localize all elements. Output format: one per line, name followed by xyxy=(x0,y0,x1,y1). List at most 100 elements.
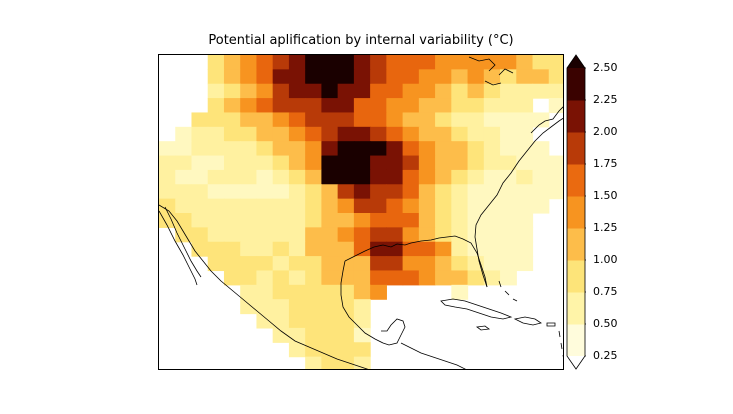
grid-cell xyxy=(532,69,550,85)
grid-cell xyxy=(256,256,274,272)
grid-cell xyxy=(516,213,534,228)
grid-cell xyxy=(321,83,339,99)
jamaica xyxy=(475,325,491,331)
grid-cell xyxy=(256,241,274,257)
grid-cell xyxy=(191,112,209,128)
grid-cell xyxy=(321,256,339,272)
grid-cell xyxy=(353,313,371,329)
grid-cell xyxy=(467,141,485,157)
grid-cell xyxy=(435,55,452,70)
grid-cell xyxy=(402,169,420,185)
grid-cell xyxy=(451,284,469,300)
grid-cell xyxy=(386,256,404,272)
grid-cell xyxy=(418,83,436,99)
grid-cell xyxy=(467,270,485,286)
grid-cell xyxy=(451,270,469,286)
grid-cell xyxy=(532,198,550,214)
grid-cell xyxy=(223,241,241,257)
grid-cell xyxy=(370,141,387,157)
grid-cell xyxy=(467,69,485,85)
grid-cell xyxy=(483,112,501,128)
grid-cell xyxy=(402,155,420,171)
grid-cell xyxy=(175,141,193,157)
cuba xyxy=(440,298,513,320)
grid-cell xyxy=(386,227,404,243)
grid-cell xyxy=(321,327,339,343)
grid-cell xyxy=(386,141,404,157)
grid-cell xyxy=(467,227,485,243)
grid-cell xyxy=(467,83,485,99)
grid-cell xyxy=(175,155,193,171)
grid-cell xyxy=(256,213,274,228)
grid-cell xyxy=(305,227,322,243)
grid-cell xyxy=(500,169,517,185)
grid-cell xyxy=(548,83,563,99)
grid-cell xyxy=(240,270,258,286)
grid-cell xyxy=(321,342,339,358)
grid-cell xyxy=(370,184,387,200)
grid-cell xyxy=(370,69,387,85)
grid-cell xyxy=(548,98,563,114)
grid-cell xyxy=(288,213,306,228)
grid-cell xyxy=(175,184,193,200)
colorbar-segment xyxy=(567,68,585,101)
colorbar-segment xyxy=(567,132,585,165)
colorbar-tick-label: 2.00 xyxy=(593,125,618,138)
grid-cell xyxy=(223,256,241,272)
grid-cell xyxy=(272,169,290,185)
grid-cell xyxy=(370,169,387,185)
grid-cell xyxy=(402,270,420,286)
grid-cell xyxy=(467,112,485,128)
grid-cell xyxy=(418,55,436,70)
grid-cell xyxy=(483,169,501,185)
grid-cell xyxy=(386,241,404,257)
grid-cell xyxy=(386,98,404,114)
grid-cell xyxy=(207,198,225,214)
anomaly-map xyxy=(159,55,563,369)
grid-cell xyxy=(451,184,469,200)
grid-cell xyxy=(418,169,436,185)
colorbar-tick-label: 1.50 xyxy=(593,189,618,202)
grid-cell xyxy=(500,141,517,157)
grid-cell xyxy=(305,198,322,214)
grid-cell xyxy=(207,184,225,200)
grid-cell xyxy=(370,83,387,99)
grid-cell xyxy=(256,184,274,200)
grid-cell xyxy=(321,270,339,286)
central-america-coast xyxy=(400,342,466,369)
grid-cell xyxy=(451,198,469,214)
grid-cell xyxy=(483,98,501,114)
grid-cell xyxy=(467,126,485,142)
grid-cell xyxy=(435,270,452,286)
bahamas xyxy=(498,280,518,302)
grid-cell xyxy=(500,112,517,128)
grid-cell xyxy=(435,126,452,142)
colorbar-segment xyxy=(567,164,585,197)
grid-cell xyxy=(451,155,469,171)
grid-cell xyxy=(500,241,517,257)
grid-cell xyxy=(223,98,241,114)
grid-cell xyxy=(370,198,387,214)
grid-cell xyxy=(353,342,371,358)
grid-cell xyxy=(418,227,436,243)
grid-cell xyxy=(418,98,436,114)
grid-cell xyxy=(402,126,420,142)
grid-cell xyxy=(500,155,517,171)
grid-cell xyxy=(272,112,290,128)
grid-cell xyxy=(418,270,436,286)
grid-cell xyxy=(207,256,225,272)
grid-cell xyxy=(516,112,534,128)
grid-cell xyxy=(288,299,306,315)
grid-cell xyxy=(435,112,452,128)
grid-cell xyxy=(500,213,517,228)
grid-cell xyxy=(305,126,322,142)
grid-cell xyxy=(418,213,436,228)
grid-cell xyxy=(370,213,387,228)
grid-cell xyxy=(175,198,193,214)
grid-cell xyxy=(370,284,387,300)
grid-cell xyxy=(223,69,241,85)
grid-cell xyxy=(321,155,339,171)
grid-cell xyxy=(548,155,563,171)
grid-cell xyxy=(402,98,420,114)
grid-cell xyxy=(256,313,274,329)
